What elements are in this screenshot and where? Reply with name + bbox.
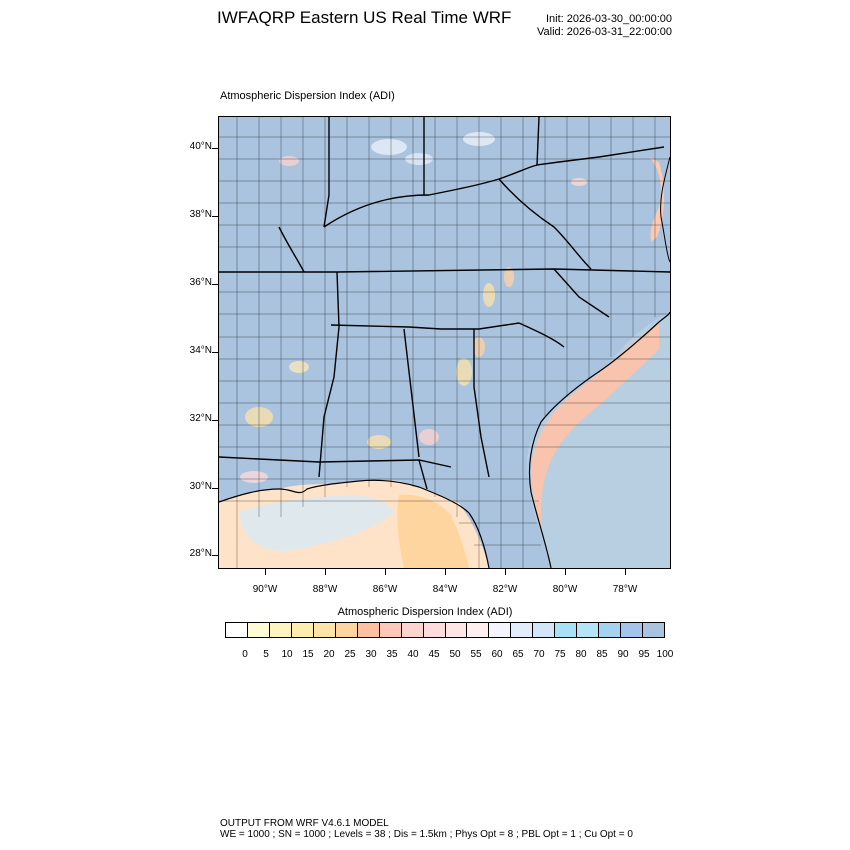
colorbar-box [643, 623, 665, 637]
lat-label-36n: 36°N [189, 277, 212, 288]
model-parameters: WE = 1000 ; SN = 1000 ; Levels = 38 ; Di… [220, 829, 633, 840]
colorbar-label: 50 [449, 649, 461, 660]
colorbar-label: 5 [263, 649, 269, 660]
colorbar-label: 20 [323, 649, 335, 660]
lat-label-30n: 30°N [189, 481, 212, 492]
colorbar-box [226, 623, 248, 637]
lon-label-78w: 78°W [612, 584, 638, 595]
gulf-warm-patch [397, 494, 469, 568]
colorbar-label: 10 [281, 649, 293, 660]
page-title: IWFAQRP Eastern US Real Time WRF [217, 8, 512, 27]
colorbar-box [269, 623, 292, 637]
model-version: OUTPUT FROM WRF V4.6.1 MODEL [220, 818, 389, 829]
colorbar-box [577, 623, 600, 637]
colorbar-label: 100 [656, 649, 674, 660]
delmarva-coast [660, 156, 670, 263]
lat-label-34n: 34°N [189, 345, 212, 356]
map-svg [219, 117, 670, 568]
run-info: Init: 2026-03-30_00:00:00 Valid: 2026-03… [537, 13, 672, 39]
colorbar-box [467, 623, 490, 637]
colorbar-box [555, 623, 578, 637]
gulf-cool-patch [239, 495, 394, 551]
lon-label-90w: 90°W [252, 584, 278, 595]
colorbar-box [445, 623, 468, 637]
colorbar-title: Atmospheric Dispersion Index (ADI) [337, 606, 513, 618]
lat-label-32n: 32°N [189, 413, 212, 424]
colorbar-box [379, 623, 402, 637]
colorbar [225, 622, 665, 638]
colorbar-box [599, 623, 622, 637]
colorbar-label: 95 [638, 649, 650, 660]
lat-tick [212, 352, 218, 353]
colorbar-box [313, 623, 336, 637]
lat-label-38n: 38°N [189, 209, 212, 220]
colorbar-label: 35 [386, 649, 398, 660]
colorbar-label: 75 [554, 649, 566, 660]
lon-tick [625, 569, 626, 575]
map-panel [218, 116, 671, 569]
atlantic-ocean-field [527, 312, 670, 568]
colorbar-label: 0 [242, 649, 248, 660]
lon-tick [325, 569, 326, 575]
colorbar-box [533, 623, 556, 637]
colorbar-label: 30 [365, 649, 377, 660]
lon-label-84w: 84°W [432, 584, 458, 595]
colorbar-label: 40 [407, 649, 419, 660]
lat-tick [212, 284, 218, 285]
lat-tick [212, 148, 218, 149]
init-time: Init: 2026-03-30_00:00:00 [546, 13, 672, 25]
lon-label-80w: 80°W [552, 584, 578, 595]
colorbar-label: 70 [533, 649, 545, 660]
lon-tick [505, 569, 506, 575]
colorbar-label: 45 [428, 649, 440, 660]
lat-label-28n: 28°N [189, 548, 212, 559]
colorbar-label: 85 [596, 649, 608, 660]
lat-tick [212, 555, 218, 556]
colorbar-label: 90 [617, 649, 629, 660]
colorbar-box [335, 623, 358, 637]
lon-tick [385, 569, 386, 575]
atlantic-coastal-warm-band [531, 322, 659, 537]
chesapeake-warm-area [649, 157, 665, 242]
colorbar-box [357, 623, 380, 637]
colorbar-label: 25 [344, 649, 356, 660]
colorbar-label: 65 [512, 649, 524, 660]
lon-label-86w: 86°W [372, 584, 398, 595]
colorbar-box [511, 623, 534, 637]
model-info-footer: OUTPUT FROM WRF V4.6.1 MODEL WE = 1000 ;… [220, 818, 633, 840]
plot-title: Atmospheric Dispersion Index (ADI) [220, 90, 395, 102]
lon-tick [445, 569, 446, 575]
lon-label-82w: 82°W [492, 584, 518, 595]
land-low-adi-patches [240, 132, 587, 483]
lon-tick [565, 569, 566, 575]
county-boundaries [219, 117, 670, 568]
colorbar-label: 55 [470, 649, 482, 660]
valid-time: Valid: 2026-03-31_22:00:00 [537, 26, 672, 38]
colorbar-box [291, 623, 314, 637]
lon-tick [265, 569, 266, 575]
colorbar-label: 60 [491, 649, 503, 660]
lat-tick [212, 420, 218, 421]
colorbar-label: 15 [302, 649, 314, 660]
colorbar-label: 80 [575, 649, 587, 660]
colorbar-box [489, 623, 512, 637]
lat-tick [212, 216, 218, 217]
colorbar-box [401, 623, 424, 637]
colorbar-box [247, 623, 270, 637]
coastline [219, 311, 670, 568]
lon-label-88w: 88°W [312, 584, 338, 595]
lat-label-40n: 40°N [189, 141, 212, 152]
colorbar-box [423, 623, 446, 637]
lat-tick [212, 488, 218, 489]
colorbar-box [621, 623, 644, 637]
